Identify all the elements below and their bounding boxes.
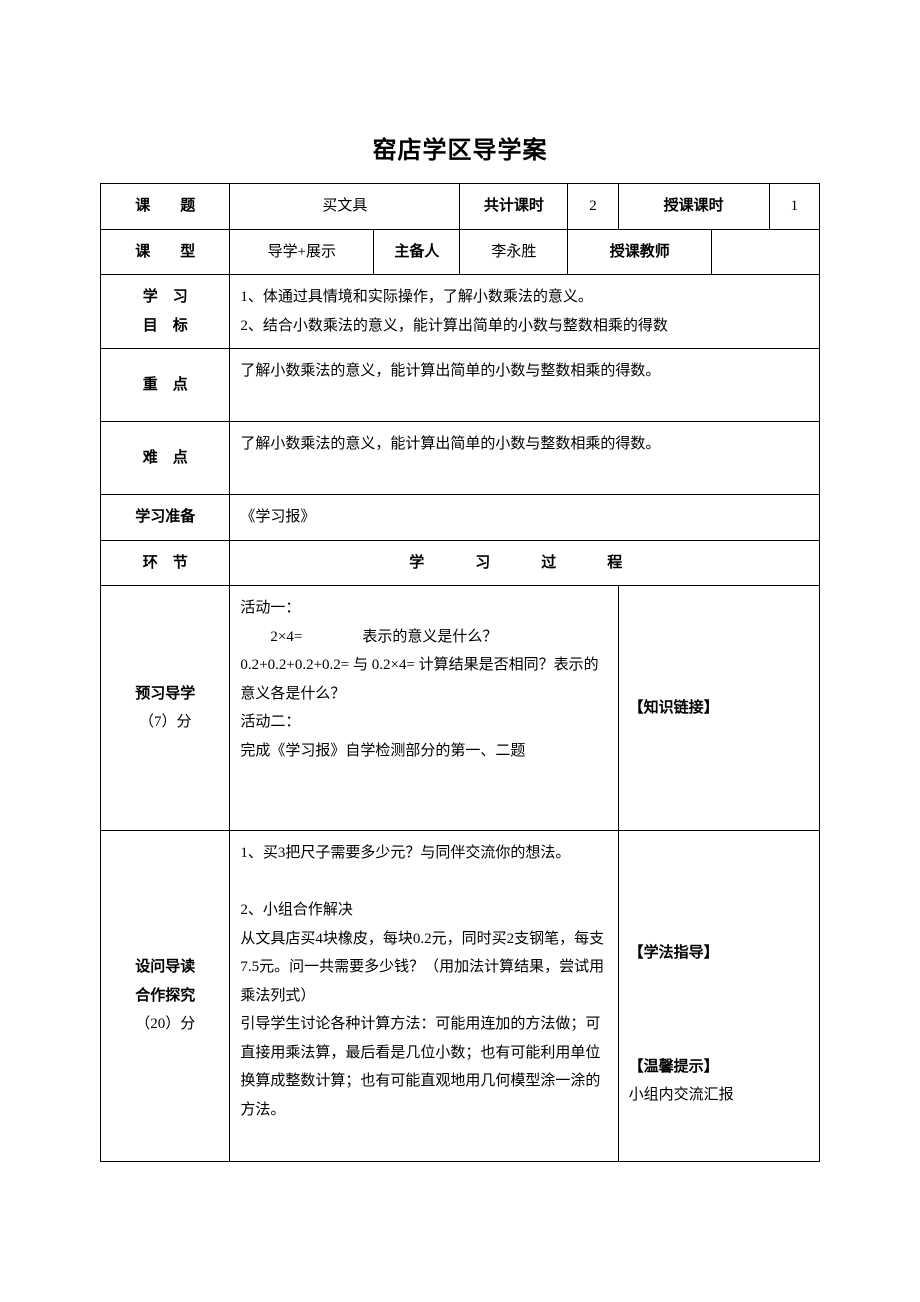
inquiry-stage-l3: （20）分 bbox=[135, 1016, 195, 1032]
lesson-plan-table: 课 题 买文具 共计课时 2 授课课时 1 课 型 导学+展示 主备人 李永胜 … bbox=[100, 183, 820, 1162]
knowledge-link-label: 【知识链接】 bbox=[629, 700, 719, 716]
topic-value: 买文具 bbox=[230, 184, 460, 230]
type-label: 课 型 bbox=[101, 229, 230, 275]
keypoint-text: 了解小数乘法的意义，能计算出简单的小数与整数相乘的得数。 bbox=[230, 349, 820, 422]
table-row: 设问导读 合作探究 （20）分 1、买3把尺子需要多少元？与同伴交流你的想法。 … bbox=[101, 831, 820, 1162]
inquiry-q2-body1: 从文具店买4块橡皮，每块0.2元，同时买2支钢笔，每支7.5元。问一共需要多少钱… bbox=[240, 931, 604, 1004]
table-row: 难 点 了解小数乘法的意义，能计算出简单的小数与整数相乘的得数。 bbox=[101, 422, 820, 495]
difficulty-label: 难 点 bbox=[101, 422, 230, 495]
preparer-label: 主备人 bbox=[374, 229, 460, 275]
preview-act1-line2: 0.2+0.2+0.2+0.2= 与 0.2×4= 计算结果是否相同？表示的意义… bbox=[240, 657, 598, 702]
teach-hours-label: 授课课时 bbox=[618, 184, 769, 230]
inquiry-q2-body2: 引导学生讨论各种计算方法：可能用连加的方法做；可直接用乘法算，最后看是几位小数；… bbox=[240, 1016, 600, 1118]
preview-stage-l1: 预习导学 bbox=[135, 686, 195, 702]
inquiry-stage-l2: 合作探究 bbox=[135, 988, 195, 1004]
stage-label: 环 节 bbox=[101, 540, 230, 586]
tip-text: 小组内交流汇报 bbox=[629, 1087, 734, 1103]
teacher-label: 授课教师 bbox=[568, 229, 712, 275]
total-hours-value: 2 bbox=[568, 184, 618, 230]
table-row: 课 题 买文具 共计课时 2 授课课时 1 bbox=[101, 184, 820, 230]
goal-text: 1、体通过具情境和实际操作，了解小数乘法的意义。 2、结合小数乘法的意义，能计算… bbox=[230, 275, 820, 349]
preview-act2-line1: 完成《学习报》自学检测部分的第一、二题 bbox=[240, 743, 525, 759]
inquiry-content: 1、买3把尺子需要多少元？与同伴交流你的想法。 2、小组合作解决 从文具店买4块… bbox=[230, 831, 618, 1162]
table-row: 环 节 学 习 过 程 bbox=[101, 540, 820, 586]
prep-label: 学习准备 bbox=[101, 495, 230, 541]
goal-label-l2: 目 标 bbox=[143, 318, 188, 334]
goal-label: 学 习 目 标 bbox=[101, 275, 230, 349]
table-row: 学习准备 《学习报》 bbox=[101, 495, 820, 541]
preview-side: 【知识链接】 bbox=[618, 586, 819, 831]
total-hours-label: 共计课时 bbox=[460, 184, 568, 230]
process-label: 学 习 过 程 bbox=[230, 540, 820, 586]
type-value: 导学+展示 bbox=[230, 229, 374, 275]
table-row: 重 点 了解小数乘法的意义，能计算出简单的小数与整数相乘的得数。 bbox=[101, 349, 820, 422]
difficulty-text: 了解小数乘法的意义，能计算出简单的小数与整数相乘的得数。 bbox=[230, 422, 820, 495]
table-row: 课 型 导学+展示 主备人 李永胜 授课教师 bbox=[101, 229, 820, 275]
prep-text: 《学习报》 bbox=[230, 495, 820, 541]
goal-label-l1: 学 习 bbox=[143, 289, 188, 305]
inquiry-stage-l1: 设问导读 bbox=[135, 959, 195, 975]
inquiry-side: 【学法指导】 【温馨提示】 小组内交流汇报 bbox=[618, 831, 819, 1162]
preview-stage-l2: （7）分 bbox=[139, 714, 192, 730]
method-guide-label: 【学法指导】 bbox=[629, 945, 719, 961]
inquiry-q1: 1、买3把尺子需要多少元？与同伴交流你的想法。 bbox=[240, 845, 570, 861]
tip-label: 【温馨提示】 bbox=[629, 1059, 719, 1075]
inquiry-q2-title: 2、小组合作解决 bbox=[240, 902, 353, 918]
topic-label: 课 题 bbox=[101, 184, 230, 230]
page-container: 窑店学区导学案 课 题 买文具 共计课时 2 授课课时 1 课 型 导学+展示 … bbox=[0, 0, 920, 1222]
preview-act2-title: 活动二： bbox=[240, 714, 300, 730]
teach-hours-value: 1 bbox=[769, 184, 819, 230]
preparer-value: 李永胜 bbox=[460, 229, 568, 275]
table-row: 预习导学 （7）分 活动一： 2×4= 表示的意义是什么？ 0.2+0.2+0.… bbox=[101, 586, 820, 831]
table-row: 学 习 目 标 1、体通过具情境和实际操作，了解小数乘法的意义。 2、结合小数乘… bbox=[101, 275, 820, 349]
doc-title: 窑店学区导学案 bbox=[100, 130, 820, 165]
preview-act1-title: 活动一： bbox=[240, 600, 300, 616]
teacher-value bbox=[712, 229, 820, 275]
preview-stage-label: 预习导学 （7）分 bbox=[101, 586, 230, 831]
keypoint-label: 重 点 bbox=[101, 349, 230, 422]
preview-act1-line1: 2×4= 表示的意义是什么？ bbox=[240, 623, 607, 652]
preview-content: 活动一： 2×4= 表示的意义是什么？ 0.2+0.2+0.2+0.2= 与 0… bbox=[230, 586, 618, 831]
inquiry-stage-label: 设问导读 合作探究 （20）分 bbox=[101, 831, 230, 1162]
